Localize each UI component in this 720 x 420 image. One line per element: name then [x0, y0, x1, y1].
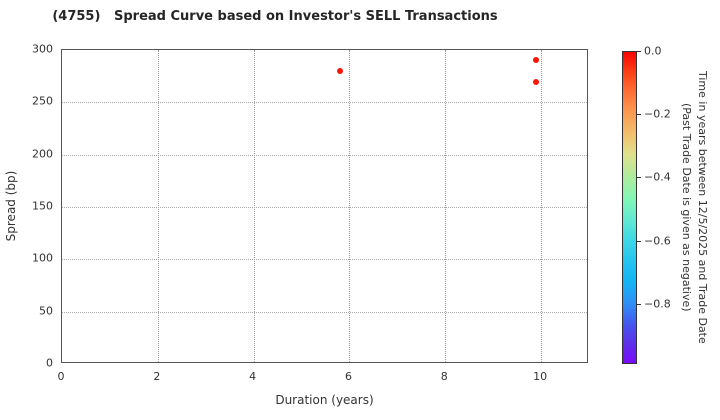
- colorbar-tick: [637, 114, 641, 116]
- x-axis-label: Duration (years): [275, 393, 374, 407]
- colorbar-tick-label: 0.0: [644, 44, 662, 58]
- chart-title: (4755) Spread Curve based on Investor's …: [52, 9, 498, 24]
- y-tick-label: 50: [39, 304, 53, 318]
- colorbar-tick: [637, 240, 641, 242]
- gridline: [62, 259, 587, 261]
- data-point: [533, 79, 540, 86]
- x-tick-label: 0: [57, 370, 65, 383]
- x-tick-label: 6: [344, 370, 352, 383]
- x-tick-label: 2: [153, 370, 161, 383]
- colorbar-label: Time in years between 12/5/2025 and Trad…: [676, 51, 710, 364]
- y-tick-label: 300: [32, 42, 53, 56]
- colorbar-tick: [637, 51, 641, 52]
- gridline: [62, 154, 587, 156]
- gridline: [349, 50, 351, 362]
- x-tick-label: 4: [249, 370, 257, 383]
- gridline: [62, 207, 587, 208]
- y-tick-label: 150: [32, 199, 53, 213]
- colorbar-label-line1: Time in years between 12/5/2025 and Trad…: [696, 71, 709, 344]
- gridline: [445, 50, 447, 362]
- data-point: [336, 67, 343, 74]
- gridline: [62, 102, 587, 104]
- y-tick-label: 250: [32, 94, 53, 108]
- y-tick-label: 0: [46, 356, 53, 370]
- colorbar-tick: [637, 177, 641, 179]
- colorbar-label-line2: (Past Trade Date is given as negative): [680, 103, 693, 312]
- gridline: [157, 50, 159, 362]
- colorbar: [622, 51, 637, 364]
- gridline: [62, 311, 587, 313]
- gridline: [253, 50, 255, 362]
- gridline: [541, 50, 543, 362]
- colorbar-tick-label: −0.2: [644, 107, 671, 121]
- colorbar-tick: [637, 303, 641, 305]
- x-tick-label: 10: [533, 370, 548, 383]
- data-point: [533, 57, 540, 64]
- y-tick-label: 100: [32, 251, 53, 265]
- colorbar-tick-label: −0.6: [644, 234, 671, 248]
- colorbar-tick-label: −0.8: [644, 297, 671, 311]
- y-axis-label: Spread (bp): [4, 170, 18, 242]
- x-tick-label: 8: [440, 370, 448, 383]
- y-tick-label: 200: [32, 147, 53, 161]
- colorbar-tick-label: −0.4: [644, 170, 671, 184]
- plot-area: [61, 49, 588, 363]
